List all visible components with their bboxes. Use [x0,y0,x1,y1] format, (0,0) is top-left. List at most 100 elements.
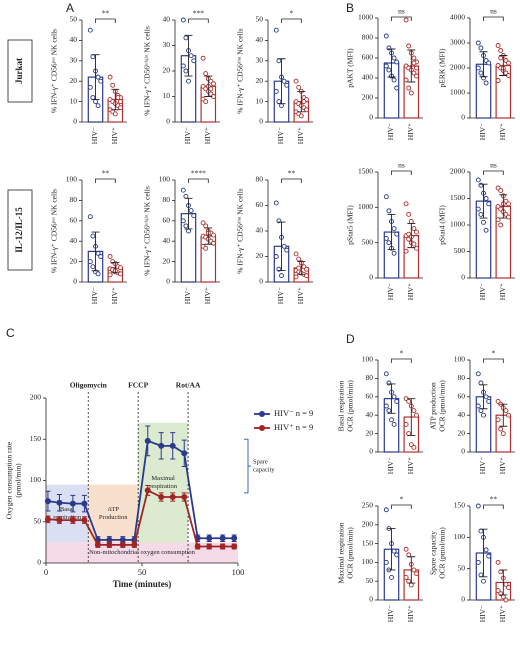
panel-letter: D [346,332,355,346]
data-point [304,107,309,113]
data-point [90,233,96,239]
data-point [394,552,400,558]
data-point [115,95,121,100]
data-point [276,58,282,64]
data-point [180,218,186,224]
x-tick-label: HIV⁺ [110,127,119,144]
data-point [506,412,511,418]
error-bar [407,49,416,83]
data-point [107,272,113,278]
y-axis-label: pERK (MFI) [438,48,447,87]
region [46,542,238,563]
data-point [200,220,206,226]
error-bar [479,51,488,78]
error-bar [204,75,213,97]
error-bar [479,528,488,578]
significance-label: * [400,495,404,504]
y-tick-label: 0 [461,595,465,604]
data-point [391,421,397,427]
data-point [90,264,96,270]
data-point [186,78,191,84]
y-tick-label: 50 [34,516,42,525]
data-point [498,222,504,228]
error-bar [184,34,193,77]
error-bar [297,90,306,113]
data-point [406,211,412,217]
y-axis-label: OCR (pmol/min) [346,380,355,432]
data-point [90,54,96,60]
y-tick-label: 1000 [450,88,465,97]
x-tick-label: HIV⁺ [498,283,507,300]
region-label: ATP [107,506,119,513]
data-point [281,78,287,84]
data-point [414,65,419,71]
data-point [188,53,194,59]
y-tick-label: 60 [366,392,374,401]
y-tick-label: 1000 [358,13,373,22]
y-tick-label: 0 [369,113,373,122]
data-point [107,254,113,259]
y-tick-label: 1500 [450,193,465,202]
data-point [183,223,189,229]
x-tick-label: 0 [44,567,48,577]
error-bar [204,227,213,245]
data-point [411,226,417,231]
data-point [506,585,511,590]
row-label-box [7,189,33,271]
data-point [495,78,501,83]
data-point [386,380,392,386]
data-point [106,536,113,543]
y-tick-label: 80 [458,373,466,382]
x-tick-label: HIV⁺ [296,127,305,144]
data-point [273,88,279,94]
data-point [183,35,189,41]
error-bar [387,383,396,414]
y-tick-label: 40 [256,226,264,235]
data-point [478,572,484,578]
row-label: IL-12/IL-15 [14,207,24,253]
data-point [495,217,501,223]
region-label: Basal [60,506,75,513]
data-point [119,541,126,548]
data-point [44,516,51,523]
data-point [475,206,481,212]
data-point [191,213,197,219]
data-point [406,85,412,91]
y-tick-label: 200 [362,520,374,529]
data-point [119,536,126,543]
data-point [394,398,400,404]
error-bar [479,183,488,219]
x-tick-label: HIV⁻ [386,457,395,474]
y-tick-label: 50 [458,563,466,572]
y-axis-label: pAKT (MFI) [346,48,355,88]
y-tick-label: 40 [70,35,78,44]
significance-label: * [290,9,294,18]
data-point [403,77,409,83]
significance-label: ns [398,161,405,170]
data-point [408,219,414,224]
x-tick-label: HIV⁺ [203,127,212,144]
data-point [191,58,197,64]
data-point [486,553,492,559]
y-axis-label: Basal respiration [337,380,346,431]
significance-bracket [483,358,504,363]
significance-label: * [492,349,496,358]
y-tick-label: 500 [362,237,374,246]
y-tick-label: 40 [256,35,264,44]
data-point [500,431,506,437]
data-point [118,271,123,277]
data-point [203,245,209,251]
spare-bracket [244,438,251,494]
y-tick-label: 50 [70,15,78,24]
y-tick-label: 2000 [450,167,465,176]
data-point [478,528,484,534]
data-point [219,543,226,550]
y-tick-label: 1500 [358,167,373,176]
data-point [503,597,509,603]
data-point [293,78,299,84]
x-tick-label: HIV⁺ [406,605,415,622]
y-tick-label: 0 [461,273,465,282]
y-axis-label: (pmol/min) [14,463,23,498]
y-tick-label: 20 [256,251,264,260]
y-tick-label: 0 [369,447,373,456]
